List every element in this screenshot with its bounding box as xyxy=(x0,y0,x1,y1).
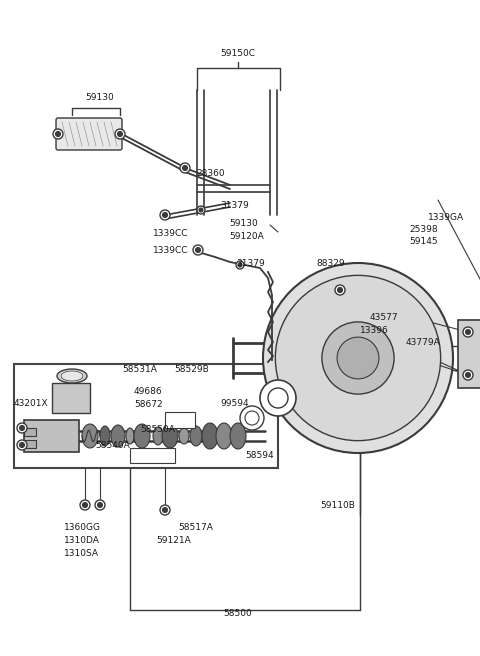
Circle shape xyxy=(276,276,441,441)
Circle shape xyxy=(322,322,394,394)
Circle shape xyxy=(180,163,190,173)
Circle shape xyxy=(466,329,470,335)
Circle shape xyxy=(17,423,27,433)
Bar xyxy=(130,448,175,463)
Ellipse shape xyxy=(153,427,163,445)
Circle shape xyxy=(17,440,27,450)
Text: 58517A: 58517A xyxy=(178,523,213,532)
Ellipse shape xyxy=(126,428,134,444)
Text: 1360GG: 1360GG xyxy=(64,523,101,532)
Circle shape xyxy=(20,443,24,447)
Text: 59150C: 59150C xyxy=(220,49,255,58)
Circle shape xyxy=(263,263,453,453)
Circle shape xyxy=(163,213,168,218)
Circle shape xyxy=(80,500,90,510)
FancyBboxPatch shape xyxy=(56,118,122,150)
Ellipse shape xyxy=(230,423,246,449)
Circle shape xyxy=(83,502,87,508)
Circle shape xyxy=(193,245,203,255)
Text: 49686: 49686 xyxy=(134,387,163,396)
Bar xyxy=(458,320,480,388)
Ellipse shape xyxy=(179,428,189,444)
Text: 58672: 58672 xyxy=(134,400,163,409)
Text: 1310DA: 1310DA xyxy=(64,536,100,545)
Text: 13396: 13396 xyxy=(360,326,389,335)
Text: 59145: 59145 xyxy=(409,237,438,246)
Ellipse shape xyxy=(61,371,83,381)
Circle shape xyxy=(236,261,244,269)
Bar xyxy=(52,383,90,413)
Text: 43201X: 43201X xyxy=(14,399,48,408)
Ellipse shape xyxy=(111,425,125,447)
Text: 1339GA: 1339GA xyxy=(428,213,464,222)
Ellipse shape xyxy=(134,424,150,448)
Circle shape xyxy=(160,210,170,220)
Text: 59120A: 59120A xyxy=(229,232,264,241)
Circle shape xyxy=(118,131,122,136)
Circle shape xyxy=(268,388,288,408)
Text: 58529B: 58529B xyxy=(174,365,209,374)
Circle shape xyxy=(197,206,205,214)
Text: 43577: 43577 xyxy=(370,313,398,322)
Circle shape xyxy=(97,502,103,508)
Circle shape xyxy=(20,426,24,430)
Text: 1339CC: 1339CC xyxy=(153,229,189,238)
Bar xyxy=(14,364,278,468)
Text: 59130: 59130 xyxy=(85,93,114,102)
Circle shape xyxy=(335,285,345,295)
Circle shape xyxy=(182,165,188,171)
Ellipse shape xyxy=(57,369,87,383)
Circle shape xyxy=(53,129,63,139)
Bar xyxy=(24,420,79,452)
Circle shape xyxy=(95,500,105,510)
Text: 25398: 25398 xyxy=(409,225,438,234)
Text: 58550A: 58550A xyxy=(140,425,175,434)
Ellipse shape xyxy=(202,423,218,449)
Ellipse shape xyxy=(100,426,110,446)
Circle shape xyxy=(337,287,343,293)
Ellipse shape xyxy=(162,424,178,448)
Ellipse shape xyxy=(190,426,202,446)
Text: 99594: 99594 xyxy=(220,399,249,408)
Circle shape xyxy=(160,505,170,515)
Circle shape xyxy=(163,508,168,512)
Text: 88329: 88329 xyxy=(316,259,345,268)
Text: 59110B: 59110B xyxy=(320,501,355,510)
Circle shape xyxy=(240,406,264,430)
Text: 58500: 58500 xyxy=(224,609,252,618)
Text: 1339CC: 1339CC xyxy=(153,246,189,255)
Text: 59130: 59130 xyxy=(229,219,258,228)
Text: 58540A: 58540A xyxy=(95,441,130,450)
Text: 31379: 31379 xyxy=(236,259,265,268)
Text: 58594: 58594 xyxy=(245,451,274,460)
Bar xyxy=(24,428,36,436)
Circle shape xyxy=(463,327,473,337)
Text: 58531A: 58531A xyxy=(122,365,157,374)
Circle shape xyxy=(195,247,201,253)
Circle shape xyxy=(260,380,296,416)
Circle shape xyxy=(56,131,60,136)
Text: 28360: 28360 xyxy=(196,169,225,178)
Text: 59121A: 59121A xyxy=(156,536,191,545)
Circle shape xyxy=(463,370,473,380)
Circle shape xyxy=(245,411,259,425)
Circle shape xyxy=(115,129,125,139)
Circle shape xyxy=(238,263,242,267)
Circle shape xyxy=(466,373,470,377)
Ellipse shape xyxy=(82,424,98,448)
Circle shape xyxy=(337,337,379,379)
Ellipse shape xyxy=(216,423,232,449)
Bar xyxy=(24,440,36,448)
Text: 43779A: 43779A xyxy=(406,338,441,347)
Text: 31379: 31379 xyxy=(220,201,249,210)
Bar xyxy=(165,412,195,428)
Text: 1310SA: 1310SA xyxy=(64,549,99,558)
Circle shape xyxy=(199,208,203,212)
